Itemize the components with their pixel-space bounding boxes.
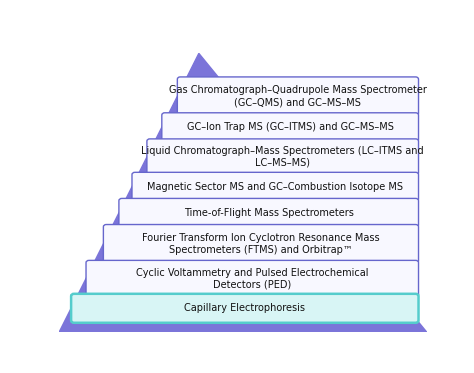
Text: Fourier Transform Ion Cyclotron Resonance Mass
Spectrometers (FTMS) and Orbitrap: Fourier Transform Ion Cyclotron Resonanc… xyxy=(142,233,380,255)
Polygon shape xyxy=(59,53,427,332)
FancyBboxPatch shape xyxy=(147,139,419,175)
FancyBboxPatch shape xyxy=(119,198,419,228)
Text: Time-of-Flight Mass Spectrometers: Time-of-Flight Mass Spectrometers xyxy=(184,208,354,218)
Text: Capillary Electrophoresis: Capillary Electrophoresis xyxy=(184,303,305,313)
FancyBboxPatch shape xyxy=(86,260,419,297)
Text: Gas Chromatograph–Quadrupole Mass Spectrometer
(GC–QMS) and GC–MS–MS: Gas Chromatograph–Quadrupole Mass Spectr… xyxy=(169,85,427,107)
FancyBboxPatch shape xyxy=(71,294,419,323)
FancyBboxPatch shape xyxy=(162,113,419,142)
FancyBboxPatch shape xyxy=(132,172,419,201)
Text: Cyclic Voltammetry and Pulsed Electrochemical
Detectors (PED): Cyclic Voltammetry and Pulsed Electroche… xyxy=(136,268,368,289)
FancyBboxPatch shape xyxy=(177,77,419,116)
FancyBboxPatch shape xyxy=(103,225,419,263)
Text: Liquid Chromatograph–Mass Spectrometers (LC–ITMS and
LC–MS–MS): Liquid Chromatograph–Mass Spectrometers … xyxy=(141,146,424,168)
Text: GC–Ion Trap MS (GC–ITMS) and GC–MS–MS: GC–Ion Trap MS (GC–ITMS) and GC–MS–MS xyxy=(187,122,393,132)
Text: Magnetic Sector MS and GC–Combustion Isotope MS: Magnetic Sector MS and GC–Combustion Iso… xyxy=(147,182,403,192)
